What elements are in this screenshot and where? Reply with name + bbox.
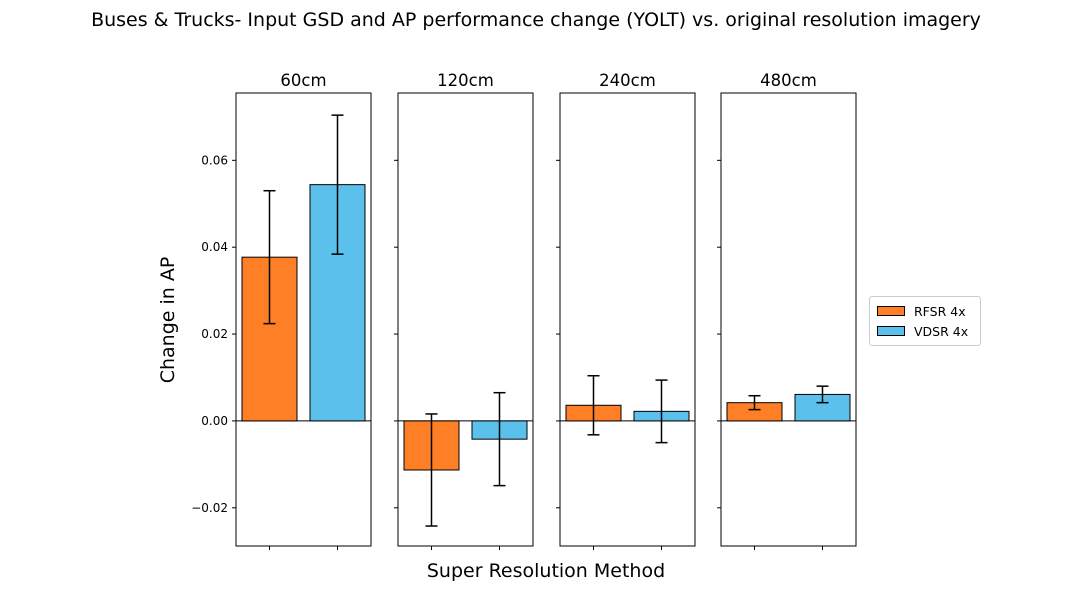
y-tick-label-2: 0.02 [201,327,228,341]
y-tick-label-1: 0.00 [201,414,228,428]
y-tick-label-4: 0.06 [201,153,228,167]
panel-frame-480cm [720,92,857,547]
panel-title-120cm: 120cm [437,71,494,90]
legend-swatch-vdsr [877,326,905,336]
chart-legend: RFSR 4x VDSR 4x [869,296,981,346]
chart-panels: 60cm −0.02 0.00 0.02 0.04 0.06 120cm 240cm 480cm [191,71,857,550]
panel-title-60cm: 60cm [280,71,326,90]
chart-title: Buses & Trucks- Input GSD and AP perform… [91,9,981,31]
legend-label-vdsr: VDSR 4x [914,323,969,339]
legend-label-rfsr: RFSR 4x [914,303,966,319]
panel-title-240cm: 240cm [599,71,656,90]
panel-frame-240cm [559,92,696,547]
y-tick-label-0: −0.02 [191,501,228,515]
panel-frame-60cm [235,92,372,547]
legend-item-rfsr: RFSR 4x [877,301,980,321]
legend-item-vdsr: VDSR 4x [877,321,980,341]
y-tick-label-3: 0.04 [201,240,228,254]
y-axis-label: Change in AP [157,257,179,384]
x-axis-label: Super Resolution Method [427,560,665,582]
panel-title-480cm: 480cm [760,71,817,90]
panel-frame-120cm [397,92,534,547]
legend-swatch-rfsr [877,306,905,316]
